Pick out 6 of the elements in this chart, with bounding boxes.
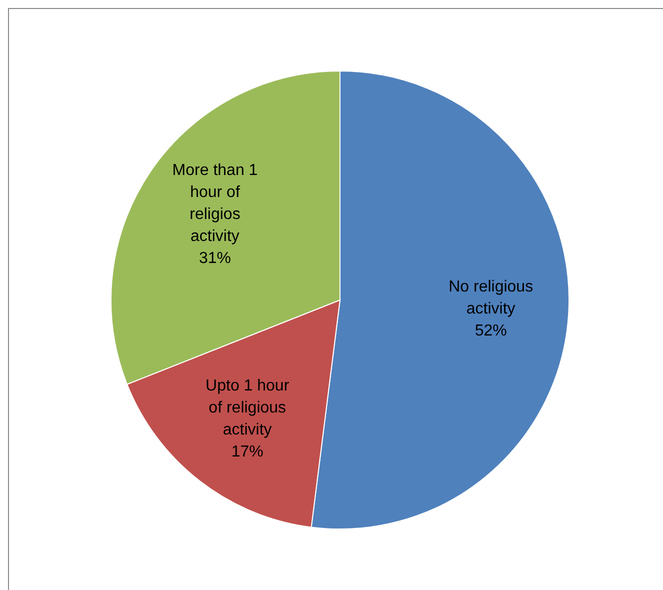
- data-label: 52%: [474, 322, 507, 340]
- slice-label: No religious activity: [448, 278, 534, 318]
- slice-label: Upto 1 hour of religious activity: [206, 378, 290, 439]
- slice-label: More than 1 hour of religios activity: [172, 162, 258, 246]
- data-label: 31%: [198, 250, 232, 268]
- data-label: 17%: [231, 444, 264, 461]
